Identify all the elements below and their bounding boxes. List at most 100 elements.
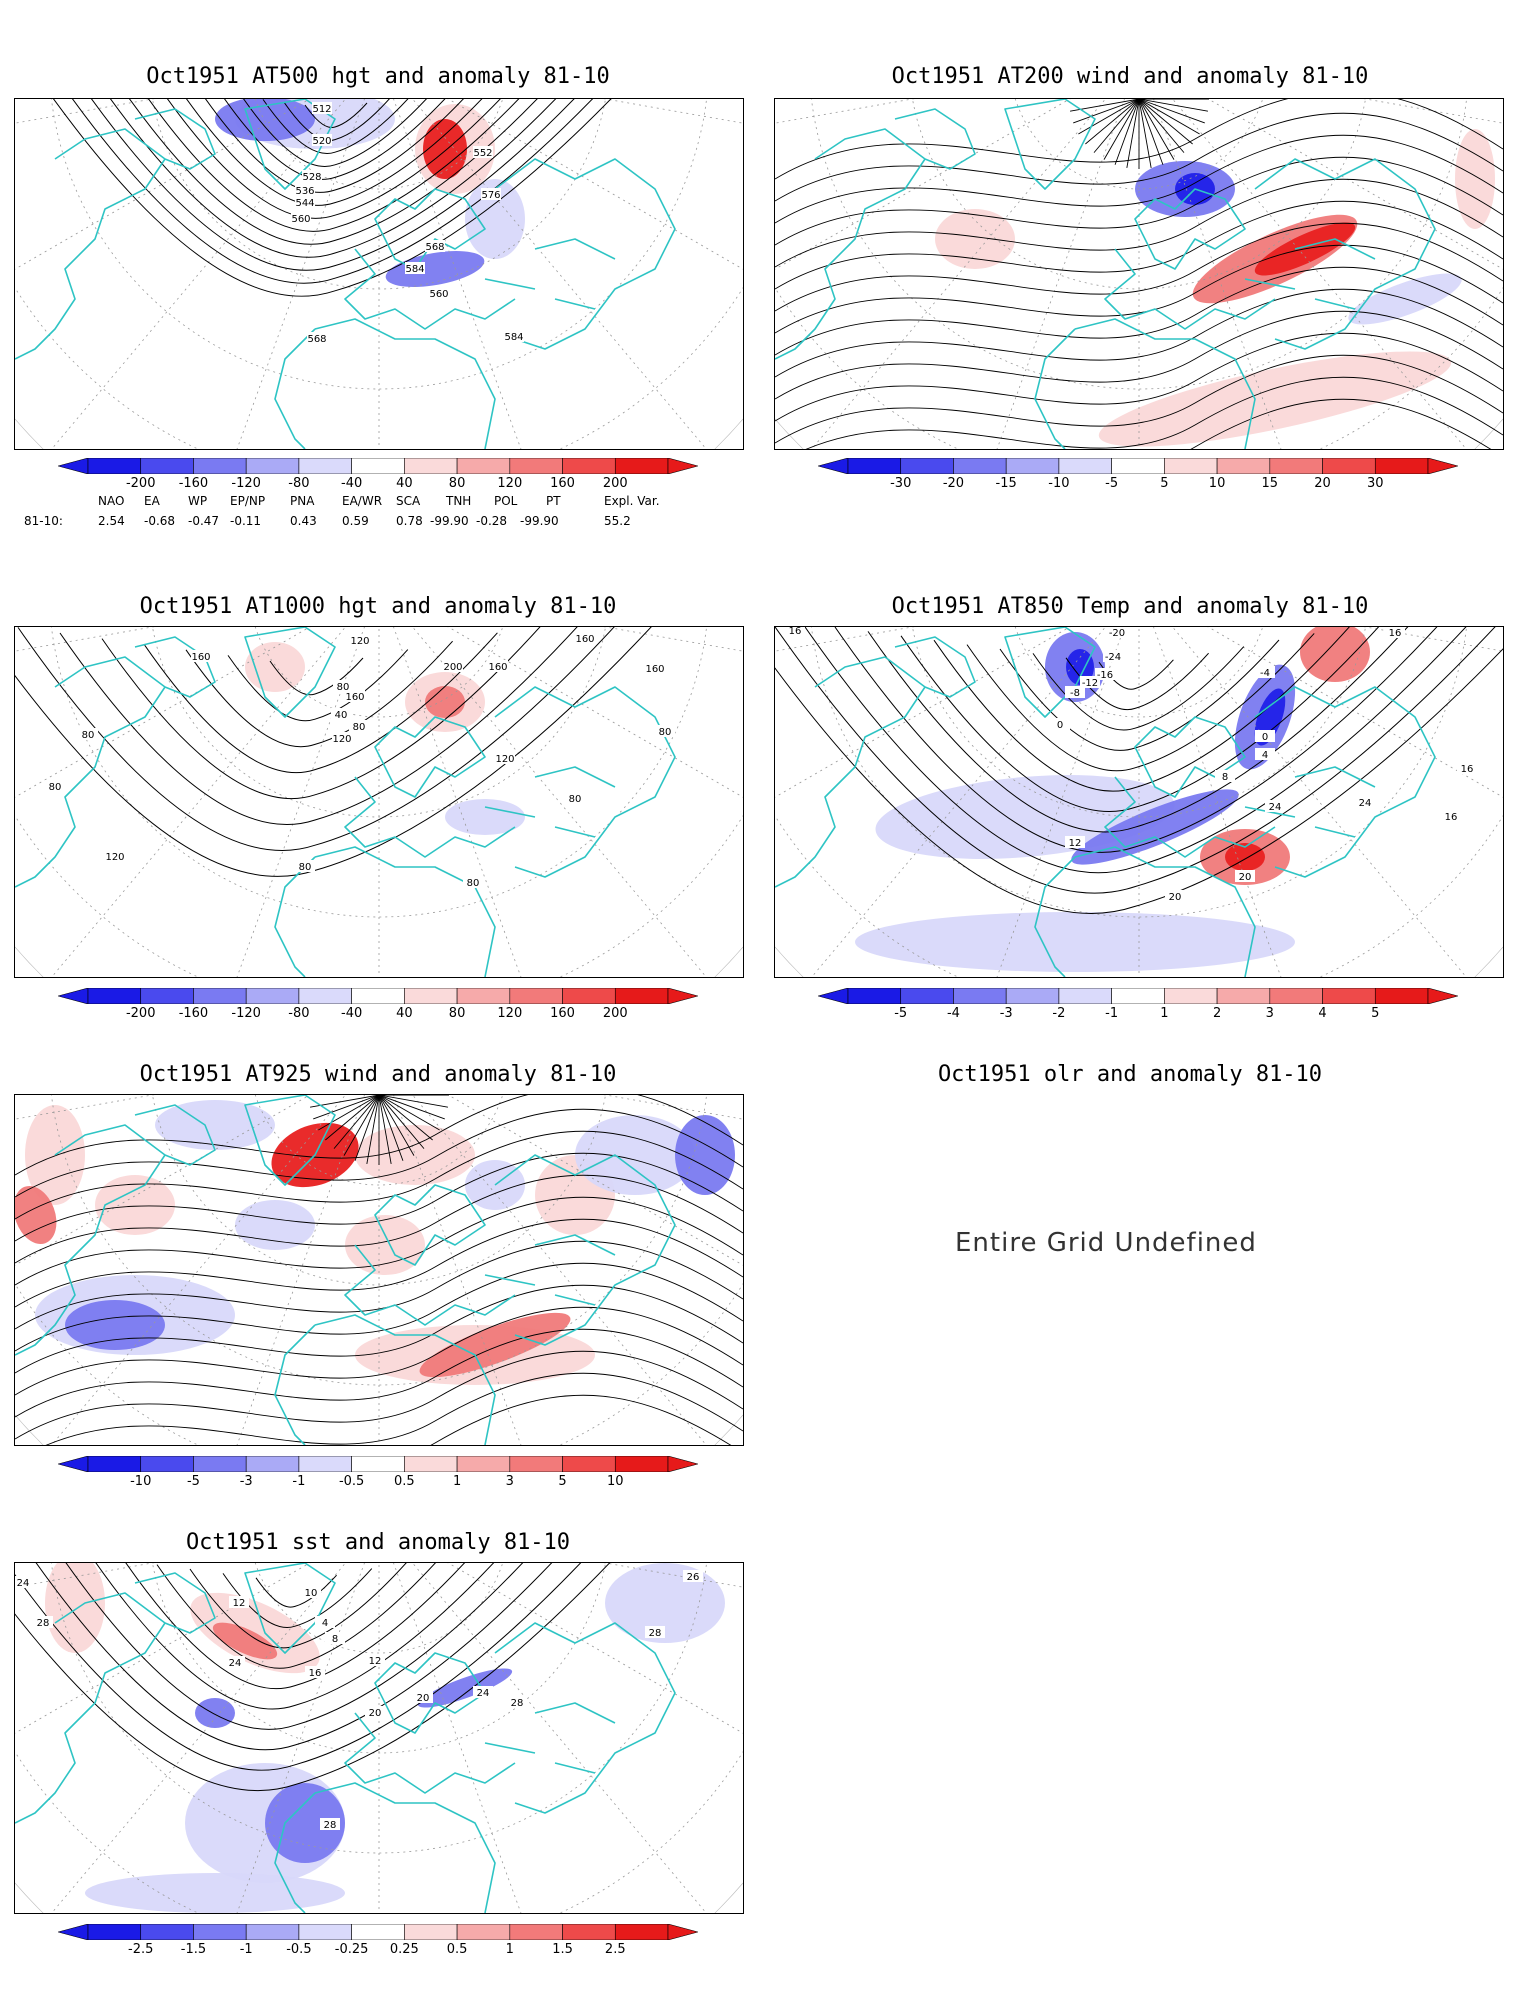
coast-north-america	[15, 1592, 166, 1824]
colorbar-segment	[562, 1924, 616, 1940]
contour-label: -16	[1097, 670, 1113, 681]
contour-label: 24	[1359, 798, 1372, 809]
coastlines	[775, 627, 1436, 977]
contour-line	[15, 1563, 582, 1771]
colorbar-tick-label: -30	[890, 476, 912, 491]
contour-label-bg	[488, 660, 508, 672]
colorbar-tick-label: 2	[1212, 1006, 1222, 1021]
streamline-pole	[325, 1095, 380, 1141]
anomaly-shade	[425, 686, 465, 718]
colorbar-segment	[509, 458, 563, 474]
colorbar-segment	[87, 988, 142, 1004]
panel-title-olr: Oct1951 olr and anomaly 81-10	[937, 1062, 1323, 1087]
contour-label-bg	[332, 732, 352, 744]
contour-line	[205, 99, 464, 193]
streamline	[15, 1240, 743, 1330]
contour-label: 12	[233, 1598, 246, 1609]
contour-line	[53, 99, 612, 297]
colorbar-tick-label: -1	[292, 1474, 306, 1489]
colorbar-segment	[140, 458, 194, 474]
meridian-line	[51, 627, 346, 977]
streamline-pole	[1138, 99, 1185, 153]
latitude-circle	[51, 99, 707, 390]
colorbar-segment	[614, 458, 669, 474]
map-1000-svg: 1201601608040801201602001601601208080808…	[15, 627, 743, 977]
streamline	[46, 1372, 743, 1445]
anomaly-shade	[465, 179, 525, 259]
contour-label: -8	[1070, 688, 1080, 699]
latitude-circle	[1014, 99, 1264, 190]
colorbar-tick-label: -160	[178, 1006, 209, 1021]
colorbar-tick-label: 0.5	[394, 1474, 415, 1489]
colorbar-svg-sst	[58, 1924, 698, 1940]
streamline	[15, 1108, 743, 1198]
coast-north-america	[775, 128, 926, 360]
country-borders	[484, 1702, 616, 1774]
contour-line	[109, 99, 557, 258]
index-row-label: 81-10:	[24, 514, 63, 528]
latitude-circle	[254, 1095, 504, 1186]
contour-label: 120	[332, 734, 351, 745]
contour-label: 568	[425, 242, 444, 253]
anomaly-shade	[245, 642, 305, 692]
colorbar-segment	[193, 458, 247, 474]
colorbar-tick-label: 1	[1160, 1006, 1169, 1021]
coast-north-america	[15, 128, 166, 360]
map-panel-925	[14, 1094, 744, 1446]
streamline	[775, 266, 1503, 356]
contour-line	[262, 99, 409, 154]
colorbar-tick-label: 40	[396, 476, 413, 491]
anomaly-shade	[575, 1115, 695, 1195]
map-sst-svg: 24 28 12 10 48 12 16 24 20 20 24 28 28 26 28	[15, 1563, 743, 1913]
coastlines	[15, 1095, 676, 1445]
index-header: SCA	[396, 494, 421, 508]
streamline	[430, 1394, 732, 1445]
coast-hudson	[894, 108, 976, 170]
anomaly-shade	[212, 1622, 278, 1660]
contour-label-bg	[312, 102, 332, 114]
contour-line	[269, 657, 364, 696]
contour-label: 16	[1389, 628, 1402, 639]
colorbar-tick-label: -80	[288, 476, 310, 491]
contour-label: 200	[443, 662, 462, 673]
map-200-svg	[775, 99, 1503, 449]
colorbar-tick-label: 10	[606, 1474, 624, 1489]
colorbar-segment	[900, 458, 954, 474]
contour-label-bg	[365, 1654, 385, 1666]
contour-line	[101, 627, 541, 799]
contour-label-bg	[1385, 627, 1405, 638]
colorbar-segment	[1269, 458, 1323, 474]
colorbar-right-arrow	[667, 1456, 698, 1472]
colorbar-segment	[1374, 988, 1429, 1004]
colorbar-tick-label: 1	[452, 1474, 462, 1489]
colorbar-tick-label: 160	[550, 476, 575, 491]
colorbar-right-arrow	[1427, 988, 1458, 1004]
contour-label: 80	[353, 722, 366, 733]
colorbar-tick-label: 120	[497, 1006, 523, 1021]
meridian-line	[393, 1095, 522, 1445]
contour-label-bg	[1080, 676, 1100, 688]
meridian-line	[393, 99, 522, 449]
map-panel-200	[774, 98, 1504, 450]
contour-label-bg	[315, 1616, 335, 1628]
contour-label: 0	[1262, 732, 1268, 743]
streamline-pole	[1103, 99, 1140, 160]
colorbar-segment	[614, 1456, 669, 1472]
contour-label-bg	[575, 632, 595, 644]
latitude-circle	[1014, 627, 1264, 718]
meridian-line	[236, 1563, 365, 1913]
coastlines	[15, 627, 676, 977]
colorbar-svg-925	[58, 1456, 698, 1472]
colorbar-tick-label: 1.5	[552, 1942, 573, 1957]
contour-label: 16	[1461, 764, 1474, 775]
colorbar-segment	[193, 1924, 247, 1940]
contour-line	[304, 102, 368, 129]
contour-line	[35, 1563, 553, 1751]
streamline-pole	[1093, 99, 1140, 153]
streamline	[775, 222, 1503, 312]
meridian-line	[811, 99, 1106, 449]
contour-line	[15, 627, 652, 877]
contour-label: 28	[649, 1628, 662, 1639]
streamline-pole	[313, 1095, 380, 1120]
streamline	[775, 178, 1503, 268]
